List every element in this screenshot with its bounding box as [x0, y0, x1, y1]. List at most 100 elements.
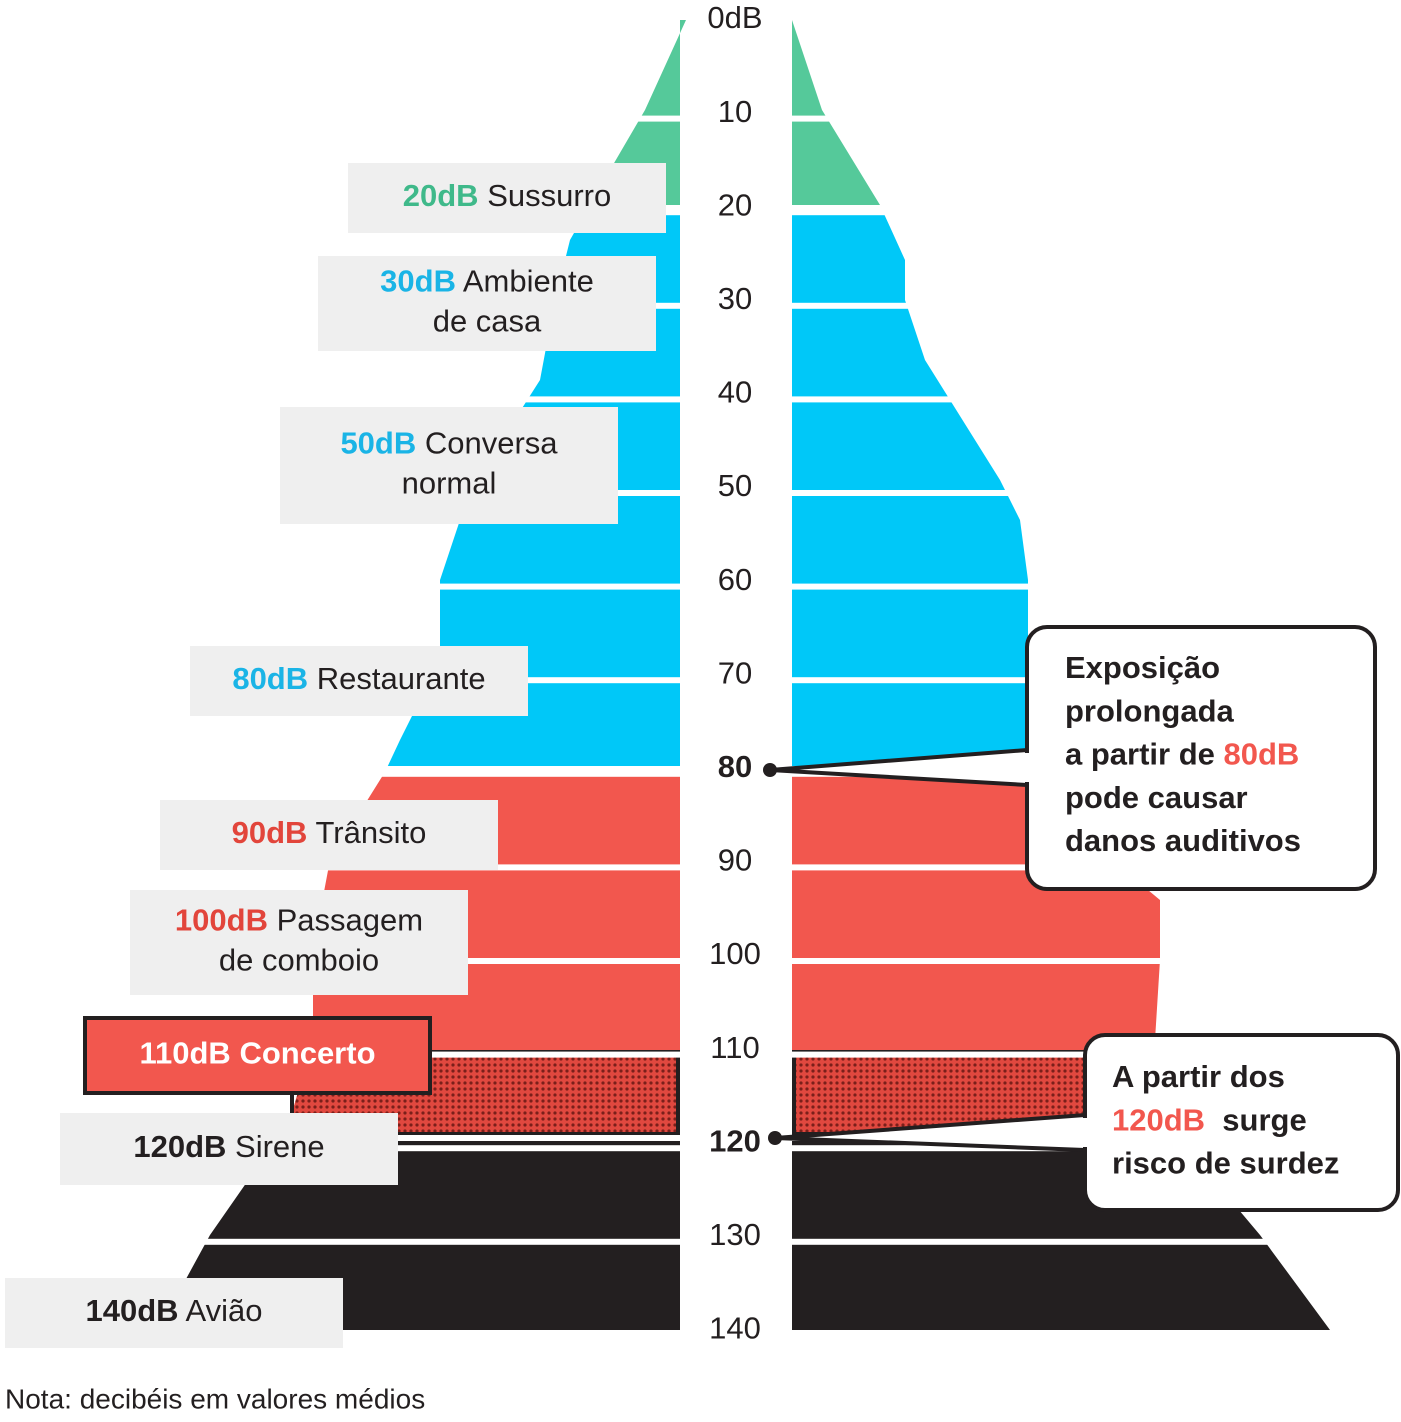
- label-gap: [307, 815, 315, 850]
- label-text: Ambiente: [463, 264, 594, 299]
- label-text: Conversa: [425, 426, 558, 461]
- tick-label: 100: [709, 936, 761, 971]
- separator: [0, 864, 1401, 871]
- label-box: [348, 163, 666, 233]
- label-box: [160, 800, 498, 870]
- callout-text: Exposição: [1065, 650, 1220, 685]
- label: 20dB Sussurro: [403, 178, 611, 213]
- label-text: Passagem: [277, 903, 423, 938]
- label: 50dB Conversa: [340, 426, 558, 461]
- label: 80dB Restaurante: [232, 661, 485, 696]
- label: 110dB Concerto: [139, 1036, 375, 1071]
- label-gap: [226, 1129, 235, 1164]
- band-green: [150, 20, 686, 210]
- label-gap: [416, 426, 425, 461]
- callout-text: pode causar: [1065, 780, 1248, 815]
- callout-segment: 120dB: [1112, 1102, 1205, 1137]
- label-text: Sussurro: [487, 178, 611, 213]
- separator: [0, 766, 1401, 772]
- label-text: Restaurante: [317, 661, 486, 696]
- label: de casa: [433, 304, 542, 339]
- pointer-dot: [768, 1131, 782, 1145]
- tick-label: 90: [718, 843, 752, 878]
- separator: [0, 1238, 1401, 1245]
- separator: [0, 770, 1401, 777]
- callout-text: a partir de 80dB: [1065, 737, 1299, 772]
- label-gap: [268, 903, 277, 938]
- separator: [0, 1145, 1401, 1152]
- tick-label: 20: [718, 187, 752, 222]
- callout-segment: danos auditivos: [1065, 823, 1301, 858]
- band-green: [792, 20, 1330, 210]
- callout-text: danos auditivos: [1065, 823, 1301, 858]
- pointer-join: [1024, 753, 1032, 782]
- pointer-join: [1082, 1118, 1090, 1147]
- label-text: Sirene: [235, 1129, 325, 1164]
- tick-label: 130: [709, 1217, 761, 1252]
- tick-label: 50: [718, 468, 752, 503]
- tick-label: 120: [709, 1123, 761, 1158]
- tick-label: 10: [718, 94, 752, 129]
- label-gap: [479, 178, 488, 213]
- label-text: Avião: [185, 1293, 262, 1328]
- separator: [0, 958, 1401, 964]
- separator: [0, 490, 1401, 496]
- callout-segment: risco de surdez: [1112, 1146, 1339, 1181]
- callout-segment: pode causar: [1065, 780, 1248, 815]
- callout-segment: A partir dos: [1112, 1059, 1285, 1094]
- callout-segment: surge: [1205, 1102, 1307, 1137]
- pointer-dot: [763, 763, 777, 777]
- label-gap: [308, 661, 317, 696]
- callout-text: A partir dos: [1112, 1059, 1285, 1094]
- label-box: [280, 407, 618, 524]
- label-level: 120dB: [133, 1129, 226, 1164]
- label-box: [5, 1278, 343, 1348]
- label-text: Trânsito: [316, 815, 427, 850]
- separator: [0, 677, 1401, 684]
- label-level: 110dB: [139, 1036, 230, 1071]
- label-level: 90dB: [232, 815, 308, 850]
- tick-label: 70: [718, 655, 752, 690]
- label: normal: [402, 466, 497, 501]
- callout-segment: prolongada: [1065, 693, 1235, 728]
- separator: [0, 302, 1401, 309]
- label-box: [60, 1113, 398, 1185]
- label: 120dB Sirene: [133, 1129, 324, 1164]
- label: 30dB Ambiente: [380, 264, 594, 299]
- tick-label: 140: [709, 1311, 761, 1346]
- label-gap: [179, 1293, 186, 1328]
- label-gap: [231, 1036, 240, 1071]
- label-gap: [456, 264, 463, 299]
- tick-label: 60: [718, 562, 752, 597]
- label-level: 20dB: [403, 178, 479, 213]
- tick-label: 0dB: [707, 0, 762, 35]
- label: 100dB Passagem: [175, 903, 423, 938]
- label: de comboio: [219, 943, 379, 978]
- note: Nota: decibéis em valores médios: [5, 1383, 425, 1414]
- label-box: [190, 646, 528, 716]
- label-level: 30dB: [380, 264, 456, 299]
- tick-label: 110: [710, 1030, 759, 1065]
- callout-segment: 80dB: [1224, 737, 1300, 772]
- tick-label: 30: [718, 281, 752, 316]
- label-level: 100dB: [175, 903, 268, 938]
- callout-text: risco de surdez: [1112, 1146, 1339, 1181]
- separator: [0, 583, 1401, 590]
- label-level: 80dB: [232, 661, 308, 696]
- separator: [0, 205, 1401, 211]
- label-level: 50dB: [340, 426, 416, 461]
- separator: [0, 1135, 1401, 1141]
- callout-segment: a partir de: [1065, 737, 1224, 772]
- label-level: 140dB: [86, 1293, 179, 1328]
- separator: [0, 209, 1401, 216]
- separator: [0, 1051, 1401, 1058]
- label-box: [83, 1016, 432, 1095]
- label-text: Concerto: [239, 1036, 375, 1071]
- label: 140dB Avião: [86, 1293, 263, 1328]
- callout-text: prolongada: [1065, 693, 1235, 728]
- label-box: [130, 890, 468, 995]
- label: 90dB Trânsito: [232, 815, 427, 850]
- separator: [0, 396, 1401, 403]
